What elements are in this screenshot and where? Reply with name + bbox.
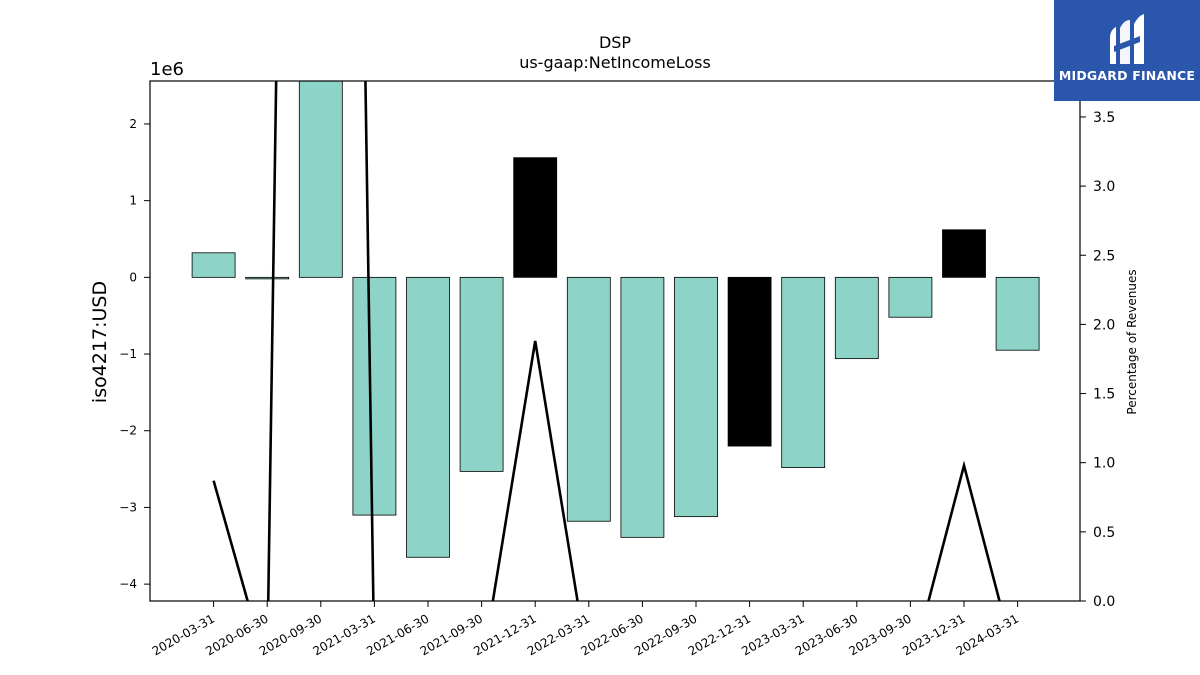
bar-2020-09-30 [298,81,343,278]
y-tick-label: −4 [119,577,137,591]
bar-2023-06-30 [834,276,879,360]
y2-tick-label: 1.0 [1093,456,1115,472]
x-axis-ticks: 2020-03-312020-06-302020-09-302021-03-31… [150,601,1021,658]
y-tick-label: −3 [119,500,137,514]
y2-tick-label: 1.5 [1093,387,1115,403]
chart-subtitle: us-gaap:NetIncomeLoss [519,53,711,72]
y2-tick-label: 3.5 [1093,110,1115,126]
y-tick-label: 1 [129,194,137,208]
bar-2022-12-31 [727,276,772,447]
y2-tick-label: 0.5 [1093,525,1115,541]
bar-2021-12-31 [513,157,558,278]
bar-2020-03-31 [191,252,236,278]
bar-2022-06-30 [620,276,665,538]
y-axis-offset-label: 1e6 [150,59,184,80]
axes-frame [149,80,1081,602]
bar-2021-09-30 [459,276,504,472]
bar-2023-09-30 [888,276,933,318]
bar-2022-09-30 [674,276,718,518]
chart-title: DSP [599,33,631,52]
bar-2023-12-31 [942,229,986,278]
bar-2021-03-31 [352,276,397,516]
y2-axis-label: Percentage of Revenues [1125,269,1139,414]
bar-2024-03-31 [995,276,1040,351]
y2-axis-ticks: 0.0 0.5 1.0 1.5 2.0 2.5 3.0 3.5 [1080,110,1115,610]
bars-group [191,81,1040,558]
midgard-logo-icon [1110,14,1144,64]
brand-logo: MIDGARD FINANCE [1054,0,1200,101]
y2-tick-label: 2.5 [1093,248,1115,264]
y-axis-label: iso4217:USD [89,281,111,403]
logo-text: MIDGARD FINANCE [1058,68,1196,83]
y2-tick-label: 3.0 [1093,179,1115,195]
y-axis-ticks: −4 −3 −2 −1 0 1 2 [119,117,150,591]
y-tick-label: −2 [119,424,137,438]
y-tick-label: 2 [129,117,137,131]
bar-2021-06-30 [406,276,450,558]
y-tick-label: 0 [129,270,137,284]
y2-tick-label: 0.0 [1093,594,1115,610]
y-tick-label: −1 [119,347,137,361]
y2-tick-label: 2.0 [1093,317,1115,333]
bar-2022-03-31 [566,276,611,522]
bar-2020-06-30 [245,276,290,280]
bar-2023-03-31 [781,276,826,468]
